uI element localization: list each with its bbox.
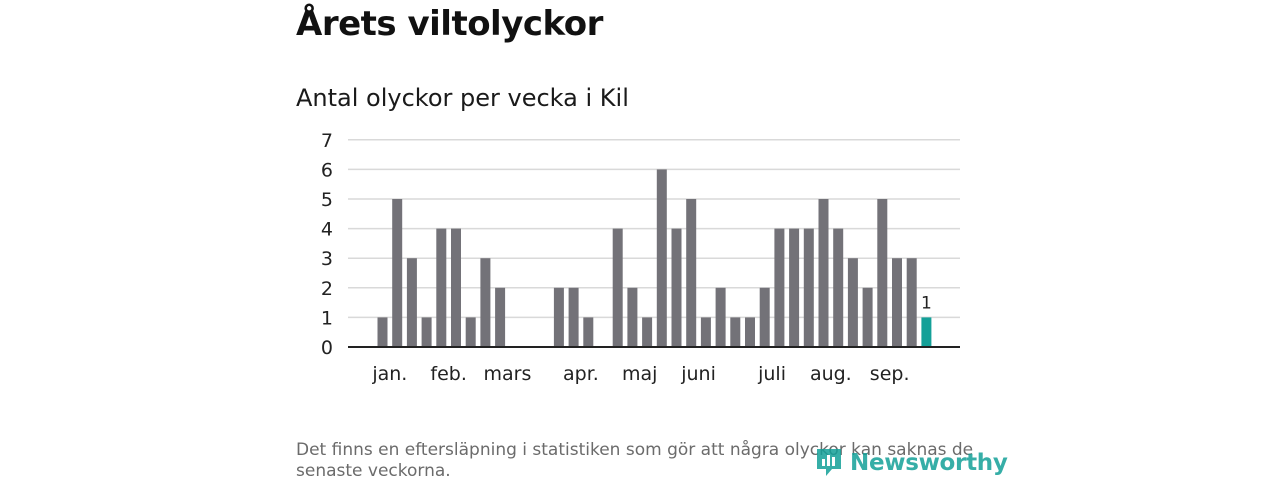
bar-week-24 bbox=[715, 287, 726, 347]
bar-week-20 bbox=[656, 169, 667, 347]
bar-week-3 bbox=[406, 258, 417, 347]
bar-week-19 bbox=[642, 317, 653, 347]
y-tick-label: 2 bbox=[321, 278, 333, 300]
chart-subtitle: Antal olyckor per vecka i Kil bbox=[296, 84, 629, 112]
bar-week-34 bbox=[862, 287, 873, 347]
bar-week-13 bbox=[553, 287, 564, 347]
bar-week-36 bbox=[892, 258, 902, 347]
bar-week-27 bbox=[759, 287, 770, 347]
x-axis-month-labels: jan. feb. mars apr. maj juni juli aug. sep. bbox=[371, 363, 909, 385]
y-tick-label: 0 bbox=[321, 337, 333, 359]
bar-week-17 bbox=[612, 228, 623, 347]
bar-current-week bbox=[921, 317, 932, 347]
bar-week-25 bbox=[730, 317, 741, 347]
bars: 1 bbox=[377, 169, 932, 347]
x-tick-label: juli bbox=[757, 363, 786, 385]
bar-week-37 bbox=[906, 258, 917, 347]
bar-week-18 bbox=[627, 287, 638, 347]
bar-week-7 bbox=[465, 317, 476, 347]
gridlines bbox=[348, 139, 960, 319]
bar-week-32 bbox=[833, 228, 844, 347]
bar-week-6 bbox=[451, 228, 461, 347]
y-tick-label: 4 bbox=[321, 219, 333, 241]
y-tick-label: 5 bbox=[321, 189, 333, 211]
bar-value-label: 1 bbox=[921, 293, 932, 313]
bar-week-31 bbox=[818, 199, 829, 347]
y-tick-label: 6 bbox=[321, 159, 333, 181]
x-tick-label: maj bbox=[622, 363, 657, 385]
x-tick-label: juni bbox=[680, 363, 716, 385]
bar-week-21 bbox=[671, 228, 682, 347]
bar-week-26 bbox=[745, 317, 755, 347]
bar-week-9 bbox=[495, 287, 506, 347]
x-tick-label: aug. bbox=[810, 363, 852, 385]
y-tick-label: 7 bbox=[321, 130, 333, 152]
y-tick-label: 1 bbox=[321, 307, 333, 329]
x-tick-label: mars bbox=[484, 363, 532, 385]
y-axis-ticks: 0 1 2 3 4 5 6 7 bbox=[321, 130, 333, 359]
bar-week-22 bbox=[686, 199, 697, 347]
x-tick-label: sep. bbox=[870, 363, 910, 385]
x-tick-label: jan. bbox=[371, 363, 407, 385]
bar-week-4 bbox=[421, 317, 432, 347]
newsworthy-brand: Newsworthy bbox=[814, 446, 1008, 480]
bar-week-14 bbox=[568, 287, 579, 347]
bar-week-35 bbox=[877, 199, 888, 347]
bar-week-30 bbox=[803, 228, 814, 347]
bar-week-1 bbox=[377, 317, 388, 347]
bar-week-15 bbox=[583, 317, 594, 347]
bar-week-28 bbox=[774, 228, 785, 347]
x-tick-label: apr. bbox=[563, 363, 599, 385]
footnote: Det finns en eftersläpning i statistiken… bbox=[296, 440, 974, 481]
bar-week-2 bbox=[392, 199, 403, 347]
bar-week-33 bbox=[847, 258, 858, 347]
page-title: Årets viltolyckor bbox=[296, 4, 603, 44]
y-tick-label: 3 bbox=[321, 248, 333, 270]
bar-week-8 bbox=[480, 258, 491, 347]
x-tick-label: feb. bbox=[430, 363, 466, 385]
brand-name: Newsworthy bbox=[850, 450, 1008, 476]
newsworthy-logo-icon bbox=[817, 449, 841, 476]
bar-week-23 bbox=[700, 317, 711, 347]
bar-week-29 bbox=[789, 228, 800, 347]
bar-week-5 bbox=[436, 228, 447, 347]
